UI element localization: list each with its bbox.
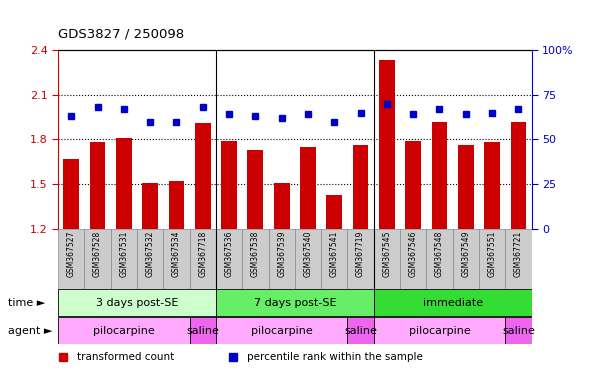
Bar [505, 317, 532, 344]
Bar [195, 123, 211, 229]
Bar [268, 229, 295, 289]
Bar [137, 229, 163, 289]
Text: GSM367539: GSM367539 [277, 231, 286, 277]
Text: GSM367548: GSM367548 [435, 231, 444, 277]
Bar [58, 229, 84, 289]
Text: time ►: time ► [8, 298, 45, 308]
Bar [479, 229, 505, 289]
Bar [348, 229, 374, 289]
Text: GSM367721: GSM367721 [514, 231, 523, 277]
Bar [216, 289, 374, 316]
Bar [484, 142, 500, 229]
Bar [64, 159, 79, 229]
Text: GSM367536: GSM367536 [224, 231, 233, 277]
Text: 3 days post-SE: 3 days post-SE [96, 298, 178, 308]
Text: saline: saline [186, 326, 219, 336]
Text: GSM367534: GSM367534 [172, 231, 181, 277]
Bar [300, 147, 316, 229]
Bar [353, 146, 368, 229]
Text: 7 days post-SE: 7 days post-SE [254, 298, 336, 308]
Bar [379, 60, 395, 229]
Text: GSM367718: GSM367718 [198, 231, 207, 277]
Bar [505, 229, 532, 289]
Bar [405, 141, 421, 229]
Bar [189, 229, 216, 289]
Text: GDS3827 / 250098: GDS3827 / 250098 [58, 27, 184, 40]
Bar [426, 229, 453, 289]
Bar [374, 229, 400, 289]
Text: GSM367551: GSM367551 [488, 231, 497, 277]
Bar [169, 181, 185, 229]
Text: immediate: immediate [423, 298, 483, 308]
Bar [374, 289, 532, 316]
Text: pilocarpine: pilocarpine [93, 326, 155, 336]
Bar [453, 229, 479, 289]
Bar [58, 317, 189, 344]
Bar [511, 122, 526, 229]
Bar [295, 229, 321, 289]
Bar [216, 229, 242, 289]
Bar [58, 289, 216, 316]
Bar [374, 317, 505, 344]
Text: agent ►: agent ► [8, 326, 53, 336]
Text: GSM367527: GSM367527 [67, 231, 76, 277]
Text: transformed count: transformed count [77, 352, 174, 362]
Bar [326, 195, 342, 229]
Bar [189, 317, 216, 344]
Bar [400, 229, 426, 289]
Bar [458, 146, 474, 229]
Text: GSM367528: GSM367528 [93, 231, 102, 277]
Text: pilocarpine: pilocarpine [251, 326, 313, 336]
Text: saline: saline [502, 326, 535, 336]
Text: pilocarpine: pilocarpine [409, 326, 470, 336]
Bar [242, 229, 268, 289]
Bar [90, 142, 105, 229]
Bar [274, 183, 290, 229]
Bar [116, 138, 132, 229]
Text: percentile rank within the sample: percentile rank within the sample [247, 352, 423, 362]
Bar [163, 229, 189, 289]
Text: GSM367546: GSM367546 [409, 231, 418, 277]
Bar [431, 122, 447, 229]
Text: saline: saline [344, 326, 377, 336]
Text: GSM367719: GSM367719 [356, 231, 365, 277]
Bar [142, 183, 158, 229]
Text: GSM367540: GSM367540 [304, 231, 312, 277]
Bar [84, 229, 111, 289]
Text: GSM367532: GSM367532 [145, 231, 155, 277]
Bar [348, 317, 374, 344]
Bar [221, 141, 237, 229]
Text: GSM367538: GSM367538 [251, 231, 260, 277]
Text: GSM367549: GSM367549 [461, 231, 470, 277]
Bar [111, 229, 137, 289]
Bar [247, 150, 263, 229]
Bar [321, 229, 348, 289]
Text: GSM367541: GSM367541 [330, 231, 338, 277]
Text: GSM367531: GSM367531 [119, 231, 128, 277]
Bar [216, 317, 348, 344]
Text: GSM367545: GSM367545 [382, 231, 392, 277]
